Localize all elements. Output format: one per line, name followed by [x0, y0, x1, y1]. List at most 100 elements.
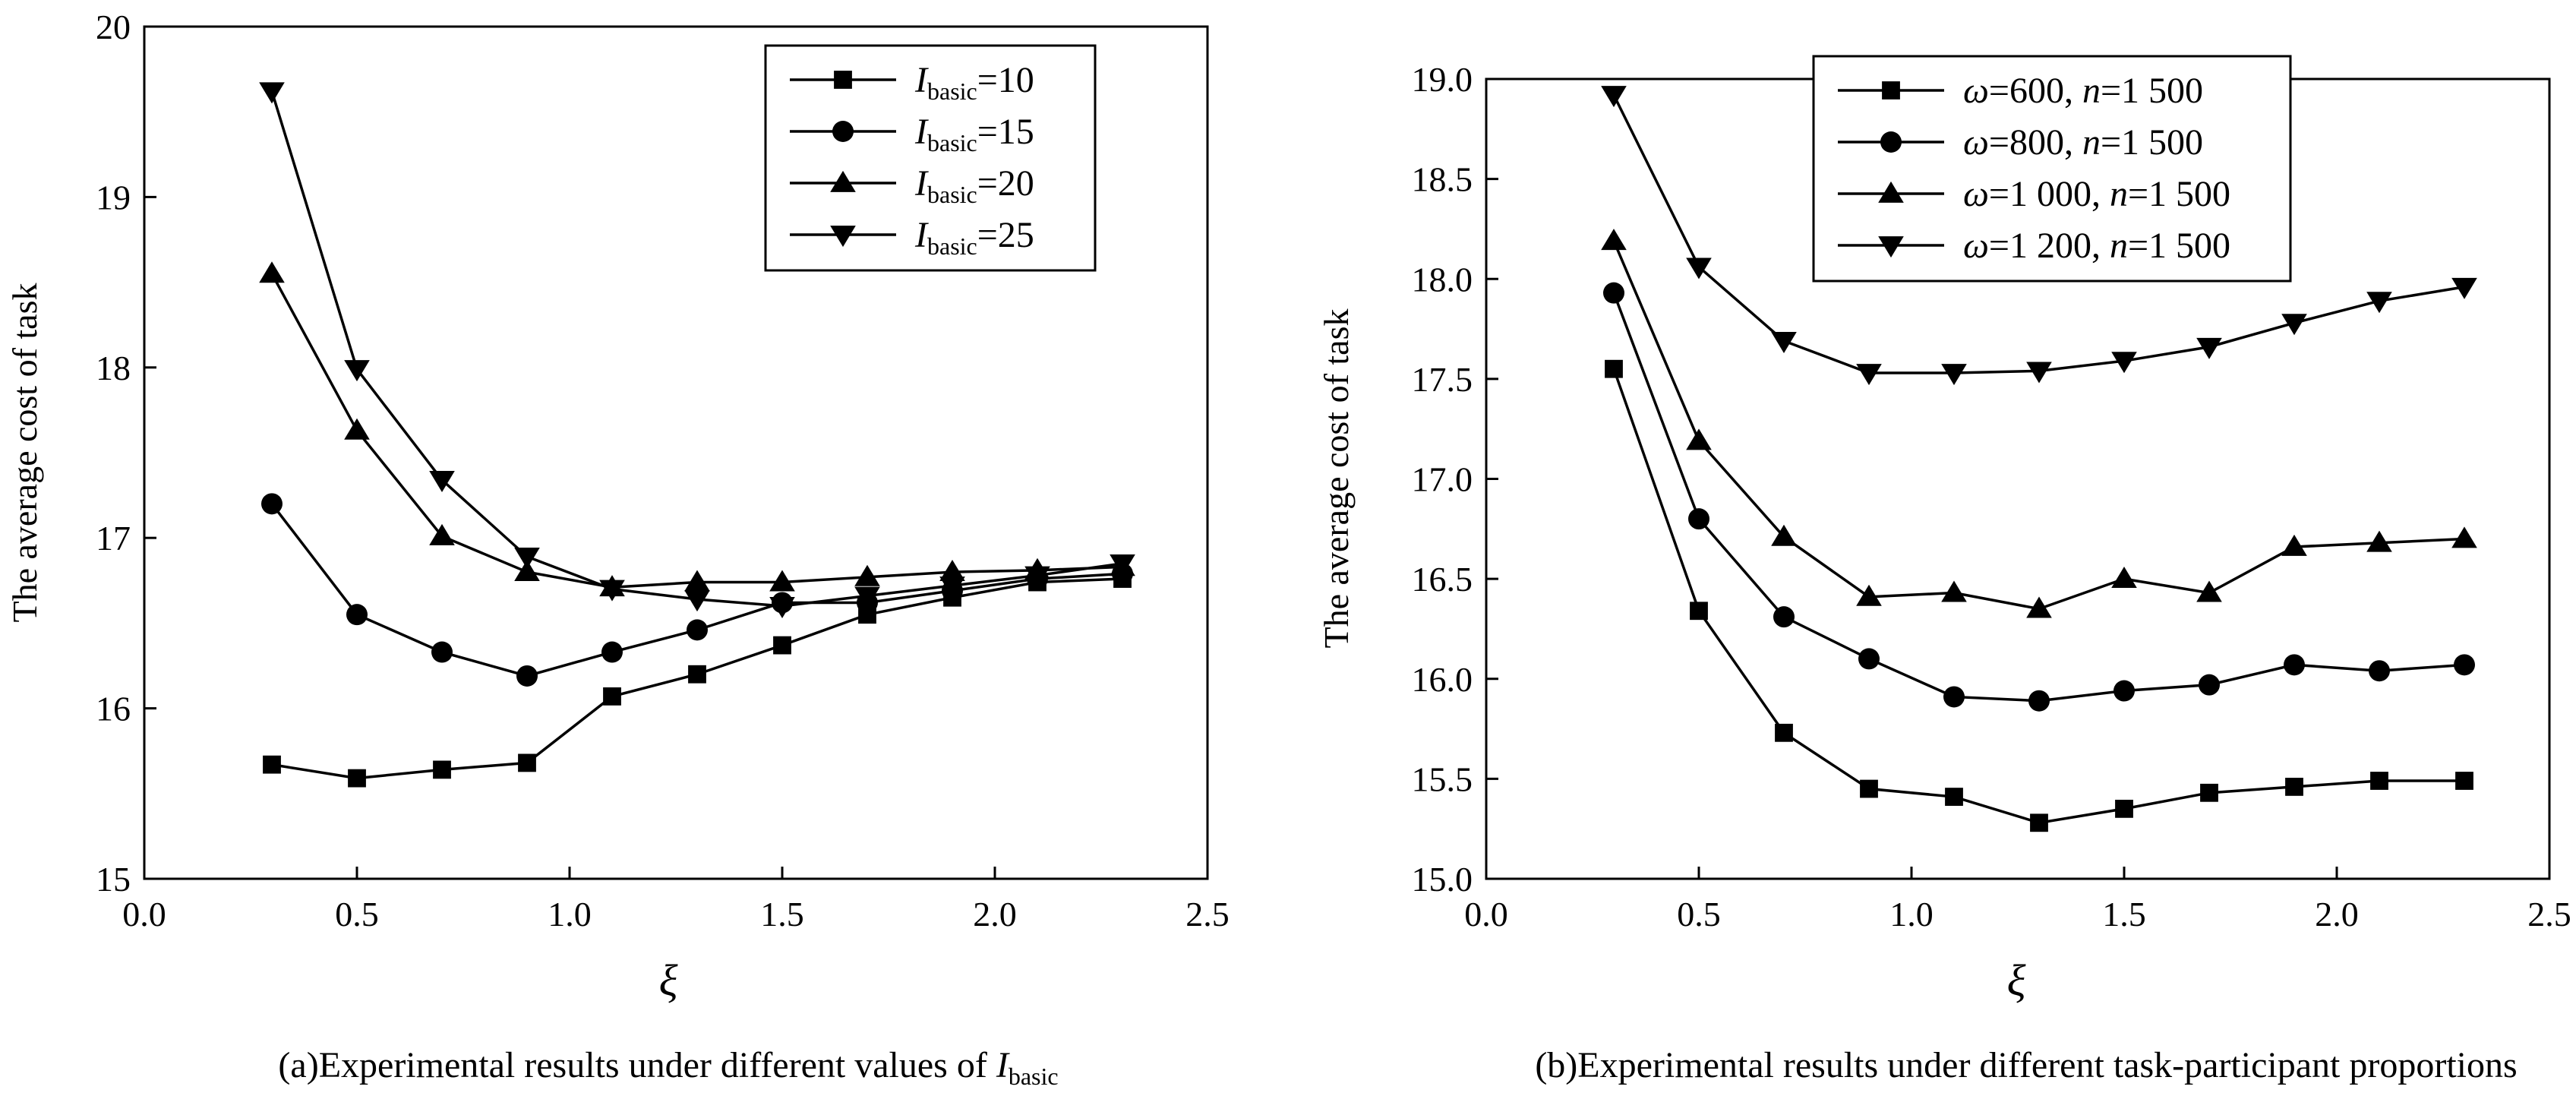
legend-b-1-marker — [1880, 131, 1902, 153]
series-b-1-point — [1773, 606, 1795, 628]
chart-a-legend-box — [764, 44, 1097, 272]
series-b-1 — [1603, 282, 2475, 712]
chart-b-caption: (b)Experimental results under different … — [1535, 1045, 2517, 1085]
legend-b-2-marker — [1878, 181, 1904, 203]
legend-item-b-3: ω=1 200, n=1 500 — [1963, 226, 2230, 266]
series-b-3-point — [2451, 277, 2477, 299]
chart-a-y-axis-label: The average cost of task — [5, 283, 44, 622]
series-a-3-point — [854, 586, 880, 608]
series-a-2-point — [514, 559, 540, 581]
y-tick-label: 16 — [96, 690, 131, 728]
series-b-1-line — [1612, 292, 2465, 703]
series-a-3-point — [939, 576, 965, 599]
chart-b-ticks — [1485, 77, 2551, 880]
legend-item-a-2: Ibasic=20 — [914, 163, 1034, 208]
series-b-2-point — [1771, 524, 1797, 546]
series-a-1-point — [601, 641, 623, 663]
chart-b-y-axis-label: The average cost of task — [1317, 308, 1356, 648]
chart-a: 15 16 17 18 19 20 0.0 0.5 1.0 1.5 2.0 2.5 The aver… — [5, 8, 1230, 1090]
x-tick-label: 1.5 — [760, 895, 804, 933]
series-b-1-point — [1688, 508, 1709, 530]
series-b-1-point — [1858, 648, 1880, 670]
legend-item-b-1: ω=800, n=1 500 — [1963, 122, 2203, 163]
y-tick-label: 19.0 — [1412, 60, 1473, 99]
series-b-2-point — [1941, 580, 1967, 602]
series-b-0-point — [1690, 602, 1708, 621]
series-b-2-point — [2451, 526, 2477, 548]
y-tick-label: 20 — [96, 8, 131, 46]
series-b-2-point — [1686, 428, 1712, 450]
y-tick-label: 15.5 — [1412, 760, 1473, 798]
series-a-3-point — [599, 580, 625, 602]
chart-b-x-axis-label: ξ — [2007, 955, 2026, 1005]
series-a-3-point — [259, 82, 285, 104]
y-tick-label: 15.0 — [1412, 860, 1473, 899]
chart-b-legend: ω=600, n=1 500 ω=800, n=1 500 ω=1 000, n… — [1812, 55, 2292, 283]
x-tick-label: 2.5 — [2527, 895, 2571, 933]
series-a-2 — [259, 261, 1135, 597]
y-tick-label: 19 — [96, 178, 131, 216]
x-tick-label: 1.5 — [2102, 895, 2146, 933]
series-b-3-point — [2111, 352, 2137, 374]
series-b-2-point — [2196, 580, 2222, 602]
series-a-3-point — [769, 597, 795, 619]
legend-item-b-0: ω=600, n=1 500 — [1963, 71, 2203, 111]
series-b-3-point — [2281, 314, 2307, 336]
series-b-0-line — [1612, 368, 2464, 825]
series-a-1-point — [346, 604, 368, 626]
series-a-1-point — [687, 619, 708, 641]
series-a-2-point — [769, 570, 795, 592]
series-b-3-point — [2026, 362, 2052, 384]
y-tick-label: 18.5 — [1412, 160, 1473, 199]
y-tick-label: 16.5 — [1412, 560, 1473, 599]
legend-b-3-marker — [1878, 236, 1904, 258]
series-b-2-point — [2366, 530, 2392, 552]
series-a-3 — [259, 82, 1135, 619]
series-b-3-point — [1941, 364, 1967, 386]
series-b-1-point — [1943, 686, 1965, 708]
legend-item-b-2: ω=1 000, n=1 500 — [1963, 174, 2230, 214]
series-a-2-point — [344, 418, 370, 440]
x-tick-label: 0.5 — [1677, 895, 1721, 933]
series-b-2-point — [1856, 584, 1882, 606]
chart-a-y-tick-labels: 15 16 17 18 19 20 — [96, 8, 131, 899]
legend-item-a-1: Ibasic=15 — [914, 112, 1034, 156]
series-a-1-point — [431, 641, 453, 663]
y-tick-label: 15 — [96, 860, 131, 899]
series-b-0-point — [1860, 779, 1878, 798]
series-b-0 — [1605, 359, 2473, 832]
legend-a-1-marker — [832, 121, 854, 142]
chart-a-ticks — [143, 25, 1209, 880]
series-a-2-line — [270, 273, 1123, 589]
legend-a-2-marker — [830, 170, 856, 192]
series-a-1-point — [261, 493, 283, 515]
series-a-0-point — [348, 769, 366, 788]
chart-a-legend-marks — [790, 71, 896, 248]
x-tick-label: 2.5 — [1185, 895, 1230, 933]
y-tick-label: 16.0 — [1412, 660, 1473, 699]
series-b-1-point — [2284, 654, 2305, 676]
series-b-1-point — [1603, 282, 1624, 304]
series-b-1-point — [2369, 660, 2390, 682]
chart-a-caption: (a)Experimental results under different … — [278, 1045, 1058, 1090]
y-tick-label: 17.5 — [1412, 360, 1473, 399]
series-b-0-point — [2030, 813, 2048, 832]
chart-a-series — [259, 82, 1135, 788]
legend-a-0-marker — [834, 71, 852, 89]
series-a-3-point — [1110, 554, 1135, 576]
series-b-2-point — [2281, 534, 2307, 556]
chart-a-plot-frame — [143, 25, 1209, 880]
series-b-2 — [1601, 229, 2477, 618]
series-b-0-point — [2115, 799, 2133, 818]
series-a-0-point — [433, 760, 451, 779]
series-b-2-point — [2026, 596, 2052, 618]
series-a-3-point — [429, 471, 455, 493]
series-b-3-point — [2366, 292, 2392, 314]
x-tick-label: 0.0 — [122, 895, 166, 933]
series-a-2-point — [854, 564, 880, 586]
series-a-3-point — [1024, 566, 1050, 588]
series-a-2-point — [429, 523, 455, 545]
series-b-3-point — [1856, 364, 1882, 386]
chart-b-series — [1601, 86, 2477, 832]
